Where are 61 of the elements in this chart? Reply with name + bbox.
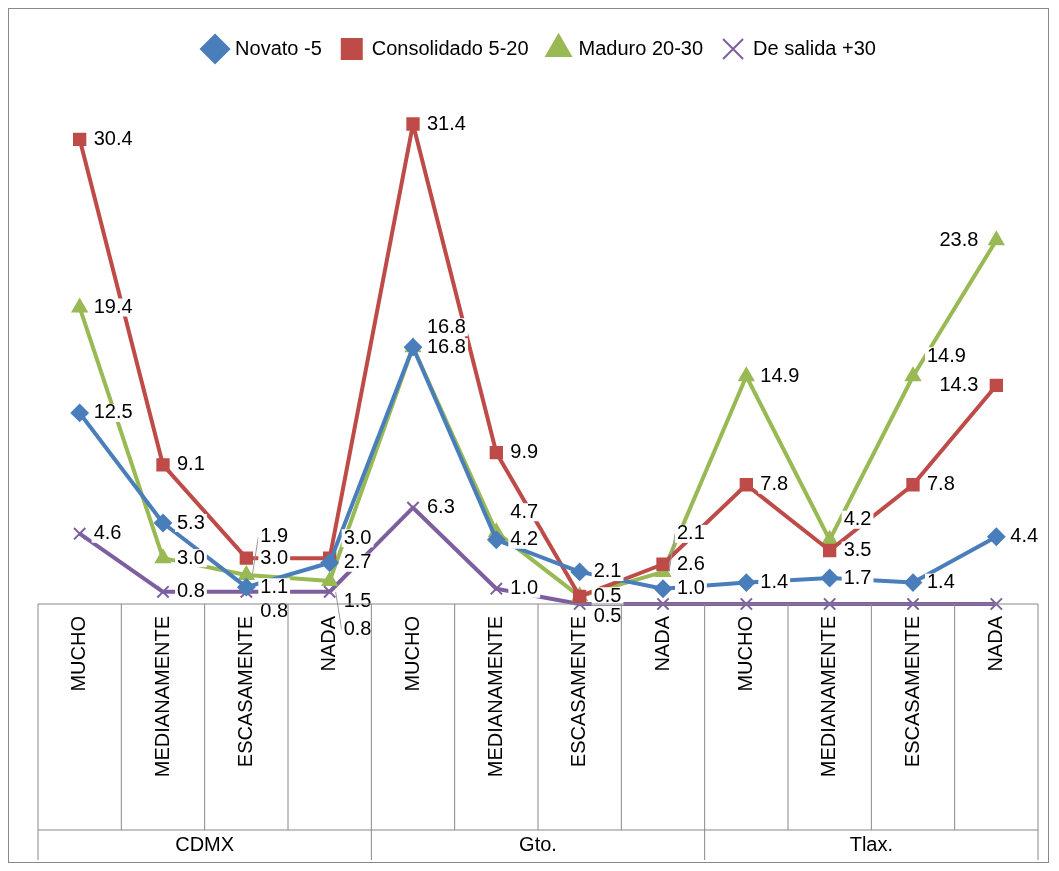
data-label: 30.4 [93,126,133,149]
data-label: 1.4 [760,570,789,593]
x-tick-label: ESCASAMENTE [567,616,590,768]
data-label: 4.2 [510,527,539,550]
data-label: 23.8 [939,227,979,250]
text: Tlax. [849,832,894,855]
x-tick-label: MUCHO [67,616,90,692]
x-tick-label: MUCHO [400,616,423,692]
data-label: 9.1 [177,452,205,475]
data-label: 12.5 [93,400,133,423]
data-label: 1.1 [260,574,289,597]
data-label: 16.8 [427,314,466,337]
x-tick-label: NADA [317,615,340,672]
data-label: 14.3 [939,372,979,395]
data-label: 1.5 [343,588,372,611]
data-label: 1.9 [260,524,289,547]
data-label: 4.6 [93,521,122,544]
legend-label: Novato -5 [235,36,322,59]
data-label: 14.9 [760,363,800,386]
data-label: 3.5 [843,538,872,561]
data-label: 1.0 [677,576,705,599]
data-label: 4.7 [510,499,539,522]
data-label: 2.7 [343,550,372,573]
x-tick-label: MEDIANAMENTE [817,616,840,778]
data-label: 19.4 [93,294,133,317]
data-label: 1.0 [510,576,539,599]
data-label: 0.5 [593,583,622,606]
data-label: 7.8 [927,472,955,495]
data-label: 3.0 [343,525,372,548]
data-label: 2.1 [593,559,622,582]
data-label: 7.8 [760,472,789,495]
data-label: 14.9 [927,343,966,366]
text: Gto. [519,832,557,855]
data-label: 4.4 [1010,524,1039,547]
data-label: 16.8 [427,334,466,357]
data-label: 0.8 [343,617,372,640]
x-tick-label: ESCASAMENTE [900,616,923,768]
legend-label: Maduro 20-30 [578,36,704,59]
data-label: 0.5 [593,603,622,626]
legend-label: Consolidado 5-20 [371,36,529,59]
x-tick-label: ESCASAMENTE [233,616,256,768]
data-label: 0.8 [177,579,205,602]
x-tick-label: NADA [983,615,1006,672]
x-tick-label: MUCHO [733,616,756,692]
x-tick-label: MEDIANAMENTE [483,616,506,778]
data-label: 2.1 [677,521,705,544]
text: CDMX [175,832,235,855]
data-label: 2.6 [677,551,705,574]
data-label: 31.4 [427,111,466,134]
data-label: 1.7 [843,565,872,588]
data-label: 3.0 [177,545,205,568]
data-label: 0.8 [260,599,289,622]
x-tick-label: MEDIANAMENTE [150,616,173,778]
data-label: 6.3 [427,495,455,518]
data-label: 9.9 [510,440,539,463]
data-label: 5.3 [177,510,205,533]
x-tick-label: NADA [650,615,673,672]
data-label: 4.2 [843,507,872,530]
legend-label: De salida +30 [753,36,876,59]
data-label: 3.0 [260,545,289,568]
data-label: 1.4 [927,570,955,593]
